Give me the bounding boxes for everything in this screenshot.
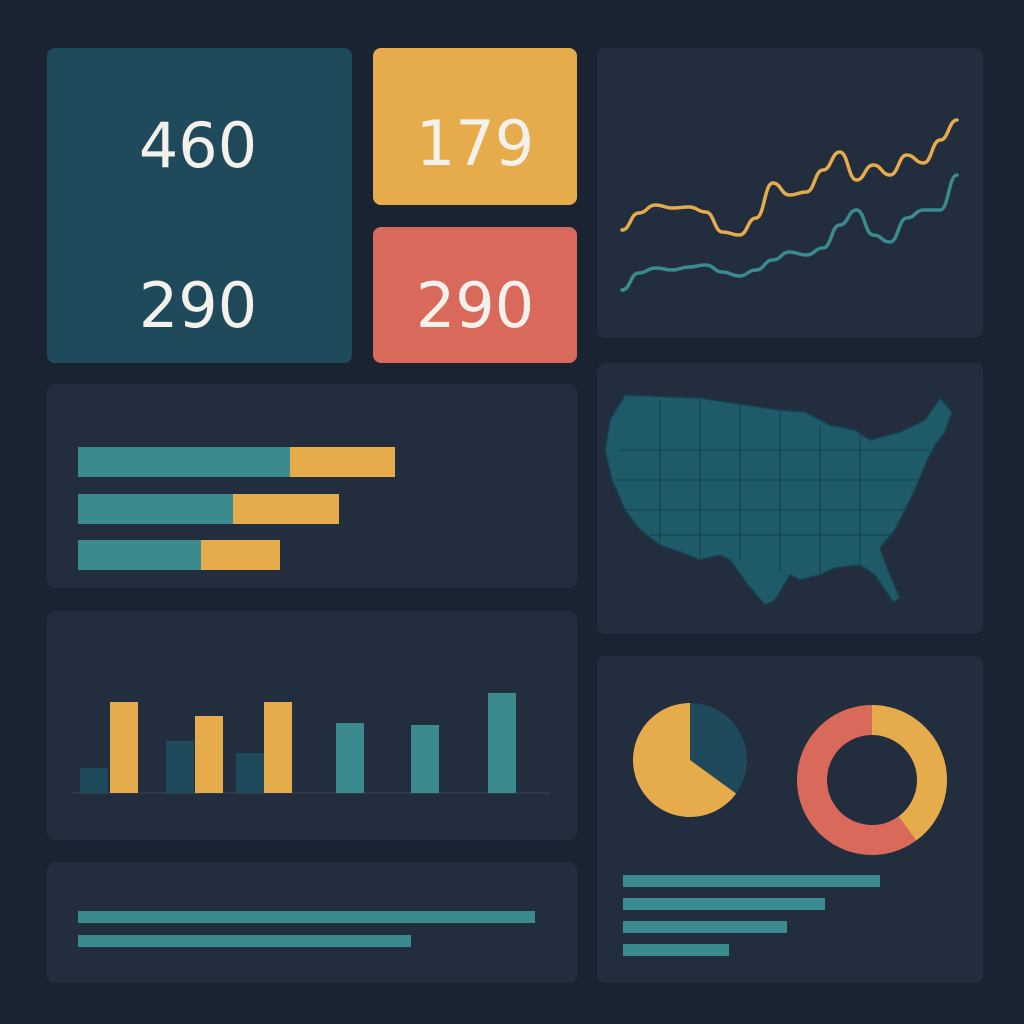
bar (623, 898, 825, 910)
column (236, 753, 264, 793)
kpi-value: 290 (139, 269, 257, 342)
kpi-card (373, 48, 577, 205)
bar-segment (233, 494, 339, 524)
donut-slice (796, 705, 917, 856)
us-map (604, 394, 953, 606)
column (80, 768, 108, 793)
kpi-value: 460 (139, 109, 257, 182)
kpi-card (47, 48, 352, 363)
bar-segment (78, 494, 233, 524)
line-series (620, 118, 959, 237)
column (264, 702, 292, 793)
line-series (620, 173, 959, 292)
column (166, 741, 194, 793)
column (195, 716, 223, 793)
kpi-value: 290 (416, 269, 534, 342)
pie-slice (633, 703, 737, 818)
bar-segment (78, 447, 290, 477)
panel (47, 384, 577, 588)
column (110, 702, 138, 793)
column (411, 725, 439, 793)
map-outline (604, 394, 953, 606)
state-borders (615, 398, 930, 575)
bar (623, 921, 787, 933)
kpi-card (373, 227, 577, 363)
kpi-value: 179 (416, 107, 534, 180)
bar-segment (290, 447, 395, 477)
column (488, 693, 516, 793)
bar-segment (201, 540, 280, 570)
panel (597, 48, 983, 338)
bar (623, 944, 729, 956)
bar (78, 911, 535, 923)
donut-slice (872, 705, 947, 841)
column (336, 723, 364, 793)
pie-slice (690, 703, 747, 794)
bar-segment (78, 540, 201, 570)
bar (78, 935, 411, 947)
bar (623, 875, 880, 887)
